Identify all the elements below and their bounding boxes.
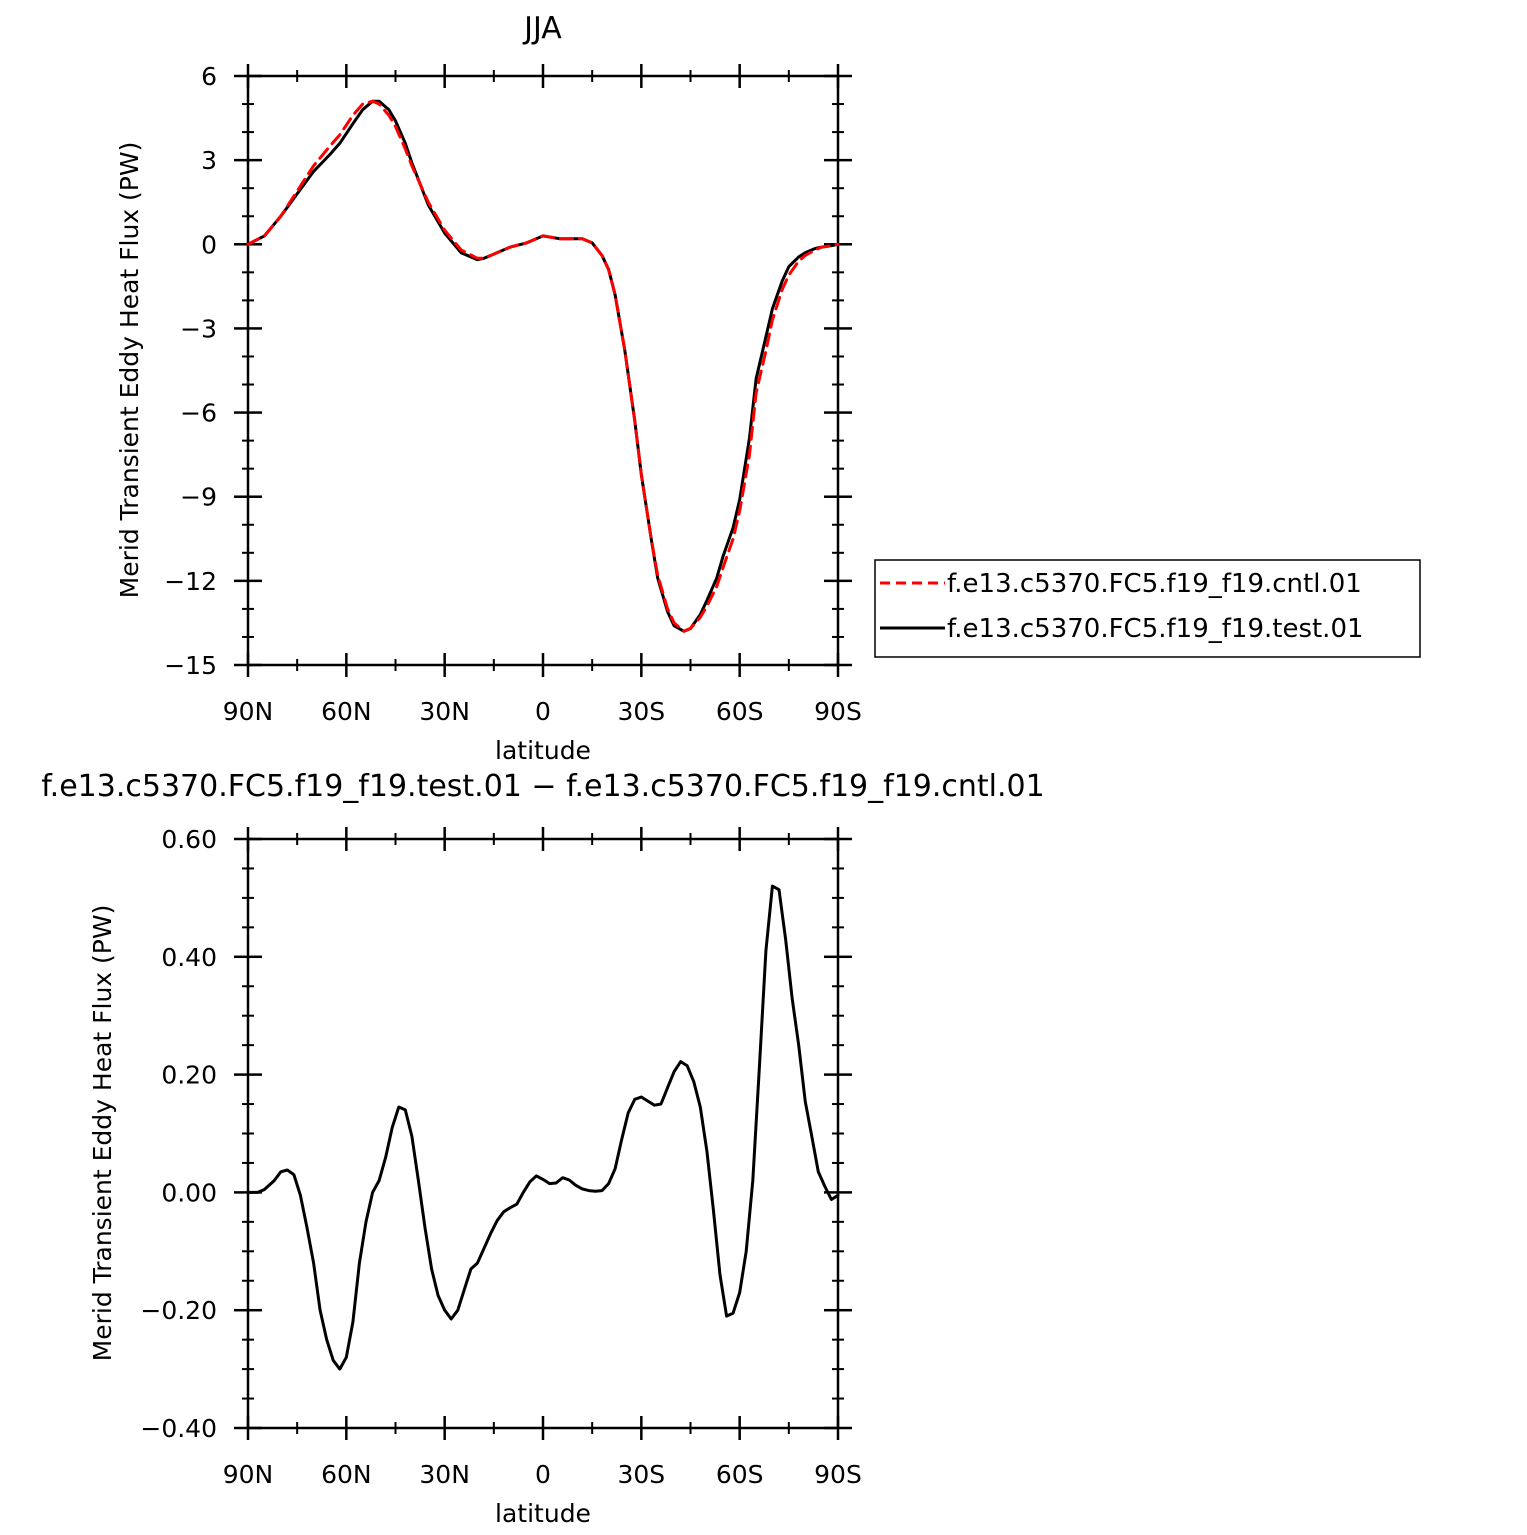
- top-y-tick-label: 3: [201, 146, 217, 175]
- bottom-y-tick-label: 0.60: [161, 825, 217, 854]
- bottom-y-axis-title: Merid Transient Eddy Heat Flux (PW): [88, 905, 117, 1362]
- bottom-plot-marks: 90N 60N 30N 0 30S 60S 90S 0.60 0.40 0.20 0.00 −0.20…: [140, 825, 861, 1489]
- top-plot-marks: 90N 60N 30N 0 30S 60S 90S 6 3 0 −3 −6 −9 −12 −15: [164, 62, 862, 726]
- top-chart-title: JJA: [522, 11, 562, 46]
- top-x-tick-label: 0: [535, 697, 551, 726]
- top-plot-frame: [246, 74, 840, 667]
- top-y-tick-label: −3: [180, 314, 217, 343]
- bottom-y-tick-label: −0.40: [140, 1414, 217, 1443]
- bottom-y-tick-label: 0.20: [161, 1061, 217, 1090]
- top-x-tick-label: 30S: [617, 697, 665, 726]
- legend: f.e13.c5370.FC5.f19_f19.cntl.01 f.e13.c5…: [874, 559, 1421, 658]
- top-x-axis-title: latitude: [495, 736, 591, 765]
- top-y-tick-label: 0: [201, 230, 217, 259]
- bottom-x-tick-label: 0: [535, 1460, 551, 1489]
- bottom-panel: f.e13.c5370.FC5.f19_f19.test.01 − f.e13.…: [41, 769, 1044, 1528]
- top-x-tick-label: 60S: [716, 697, 764, 726]
- legend-label-cntl: f.e13.c5370.FC5.f19_f19.cntl.01: [947, 569, 1362, 599]
- bottom-series-line-diff: [246, 884, 840, 1371]
- bottom-y-tick-label: 0.40: [161, 943, 217, 972]
- bottom-x-tick-label: 90S: [814, 1460, 862, 1489]
- top-series-line-cntl: [246, 99, 840, 633]
- top-y-tick-label: −9: [180, 483, 217, 512]
- top-panel: JJA Merid Transient Eddy Heat Flux (PW) …: [115, 11, 862, 765]
- legend-box: [874, 559, 1421, 658]
- bottom-x-tick-label: 60S: [716, 1460, 764, 1489]
- top-x-tick-label: 90S: [814, 697, 862, 726]
- top-y-axis-title: Merid Transient Eddy Heat Flux (PW): [115, 142, 144, 599]
- top-y-tick-label: −12: [164, 567, 217, 596]
- bottom-y-tick-label: 0.00: [161, 1178, 217, 1207]
- top-x-tick-label: 90N: [223, 697, 274, 726]
- bottom-x-tick-label: 60N: [321, 1460, 372, 1489]
- top-x-tick-label: 30N: [419, 697, 470, 726]
- top-x-tick-label: 60N: [321, 697, 372, 726]
- legend-label-test: f.e13.c5370.FC5.f19_f19.test.01: [947, 614, 1364, 644]
- top-y-tick-label: 6: [201, 62, 217, 91]
- top-y-tick-label: −15: [164, 651, 217, 680]
- bottom-y-tick-label: −0.20: [140, 1296, 217, 1325]
- bottom-x-tick-label: 30S: [617, 1460, 665, 1489]
- bottom-x-axis-title: latitude: [495, 1499, 591, 1528]
- top-series-line-test: [246, 99, 840, 633]
- bottom-plot-frame: [246, 837, 840, 1430]
- top-y-tick-label: −6: [180, 399, 217, 428]
- bottom-chart-title: f.e13.c5370.FC5.f19_f19.test.01 − f.e13.…: [41, 769, 1044, 804]
- bottom-x-tick-label: 30N: [419, 1460, 470, 1489]
- bottom-x-tick-label: 90N: [223, 1460, 274, 1489]
